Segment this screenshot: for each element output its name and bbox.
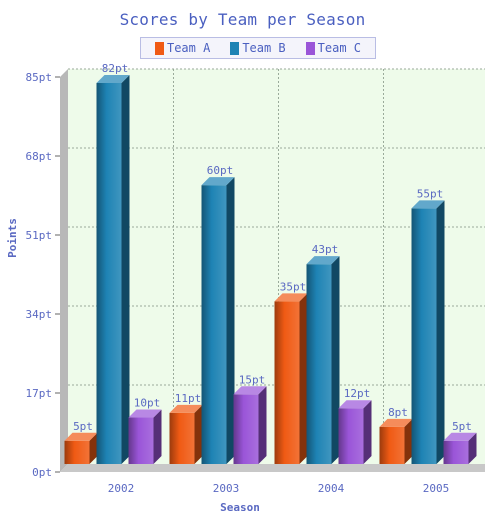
legend-swatch-team-c (305, 41, 315, 55)
bar-team-c-2003 (233, 386, 267, 464)
bar-team-a-2005 (379, 418, 413, 464)
bar-team-b-2003 (201, 177, 235, 465)
bar-top (96, 74, 130, 83)
bar-side (468, 432, 477, 464)
bar-side (226, 177, 235, 465)
bar-top (64, 432, 98, 441)
x-tick-label: 2003 (213, 482, 240, 495)
bar-side (436, 200, 445, 465)
bar-team-c-2002 (128, 409, 162, 464)
bar-top (411, 200, 445, 209)
data-label: 5pt (452, 420, 472, 433)
legend-swatch-team-a (154, 41, 164, 55)
bar-top (274, 293, 308, 302)
bar-side (299, 293, 308, 464)
x-tick-label: 2002 (108, 482, 135, 495)
bar-side (121, 74, 130, 465)
bar-front (379, 426, 405, 464)
bar-side (194, 404, 203, 464)
bar-top (379, 418, 413, 427)
legend-item-team-a: Team A (154, 41, 211, 55)
bar-front (338, 408, 364, 464)
bar-top (443, 432, 477, 441)
bar-front (128, 417, 154, 464)
bar-front (169, 412, 195, 464)
data-label: 10pt (134, 397, 161, 410)
x-tick-label: 2004 (318, 482, 345, 495)
data-label: 12pt (344, 387, 371, 400)
legend-item-team-b: Team B (230, 41, 286, 55)
data-label: 43pt (312, 243, 339, 256)
data-label: 60pt (207, 164, 234, 177)
bar-top (306, 256, 340, 265)
data-label: 55pt (417, 187, 444, 200)
y-tick-label: 0pt (32, 466, 52, 479)
bar-team-b-2005 (411, 200, 445, 465)
legend-label-team-a: Team A (166, 41, 211, 55)
data-label: 15pt (239, 373, 266, 386)
chart-legend: Team A Team B Team C (140, 37, 376, 59)
bar-side (153, 409, 162, 464)
y-tick-label: 17pt (26, 387, 53, 400)
data-label: 11pt (175, 392, 202, 405)
bar-front (306, 264, 332, 464)
data-label: 5pt (73, 420, 93, 433)
data-label: 82pt (102, 62, 129, 75)
chart-title: Scores by Team per Season (119, 10, 366, 29)
bar-front (201, 185, 227, 465)
bar-side (258, 386, 267, 464)
bar-team-c-2005 (443, 432, 477, 464)
x-tick-label: 2005 (423, 482, 450, 495)
bar-front (64, 440, 90, 464)
legend-item-team-c: Team C (305, 41, 361, 55)
bar-front (411, 208, 437, 464)
bar-top (338, 400, 372, 409)
x-axis-title: Season (220, 501, 260, 514)
left-wall (60, 69, 68, 472)
y-tick-label: 34pt (26, 308, 53, 321)
y-tick-label: 85pt (26, 71, 53, 84)
y-tick-label: 68pt (26, 150, 53, 163)
floor (60, 464, 485, 472)
data-label: 8pt (388, 406, 408, 419)
data-label: 35pt (280, 280, 307, 293)
bar-front (274, 301, 300, 464)
bar-team-a-2004 (274, 293, 308, 464)
bar-team-b-2002 (96, 74, 130, 465)
bar-team-a-2002 (64, 432, 98, 464)
bar-side (404, 418, 413, 464)
y-tick-label: 51pt (26, 229, 53, 242)
legend-label-team-b: Team B (242, 41, 286, 55)
bar-top (169, 404, 203, 413)
bar-side (363, 400, 372, 464)
legend-label-team-c: Team C (317, 41, 361, 55)
bar-top (128, 409, 162, 418)
bar-front (96, 82, 122, 465)
bar-team-c-2004 (338, 400, 372, 464)
y-axis-title: Points (6, 218, 19, 258)
bar-top (201, 177, 235, 186)
bar-side (331, 256, 340, 464)
legend-swatch-team-b (230, 41, 240, 55)
bar-front (233, 394, 259, 464)
bar-front (443, 440, 469, 464)
bar-side (89, 432, 98, 464)
bar-team-a-2003 (169, 404, 203, 464)
bar-top (233, 386, 267, 395)
bar-team-b-2004 (306, 256, 340, 464)
